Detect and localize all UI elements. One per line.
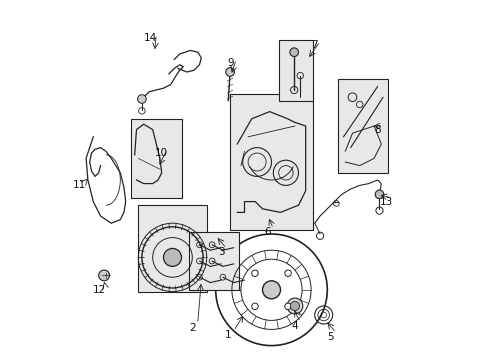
Text: 2: 2 [188, 323, 195, 333]
FancyBboxPatch shape [131, 119, 181, 198]
Text: 12: 12 [93, 285, 106, 295]
Text: 9: 9 [227, 58, 234, 68]
Circle shape [262, 281, 280, 299]
Circle shape [284, 270, 291, 276]
Circle shape [289, 301, 299, 311]
FancyBboxPatch shape [138, 205, 206, 292]
Text: 3: 3 [217, 247, 224, 257]
Text: 6: 6 [264, 227, 271, 237]
Text: 13: 13 [379, 197, 392, 207]
Text: 14: 14 [144, 33, 157, 43]
FancyBboxPatch shape [230, 94, 312, 230]
Text: 7: 7 [311, 40, 317, 50]
Circle shape [374, 190, 383, 199]
Circle shape [251, 270, 258, 276]
Circle shape [99, 270, 109, 281]
Text: 5: 5 [327, 332, 333, 342]
FancyBboxPatch shape [337, 79, 387, 173]
Text: 1: 1 [224, 330, 231, 340]
FancyBboxPatch shape [278, 40, 312, 101]
Text: 8: 8 [374, 125, 380, 135]
Circle shape [163, 248, 181, 266]
Circle shape [137, 95, 146, 103]
Circle shape [289, 48, 298, 57]
Text: 4: 4 [291, 321, 298, 331]
Circle shape [251, 303, 258, 310]
Circle shape [286, 298, 302, 314]
Text: 10: 10 [155, 148, 168, 158]
Text: 11: 11 [73, 180, 86, 190]
FancyBboxPatch shape [188, 232, 239, 290]
Circle shape [284, 303, 291, 310]
Circle shape [225, 68, 234, 76]
